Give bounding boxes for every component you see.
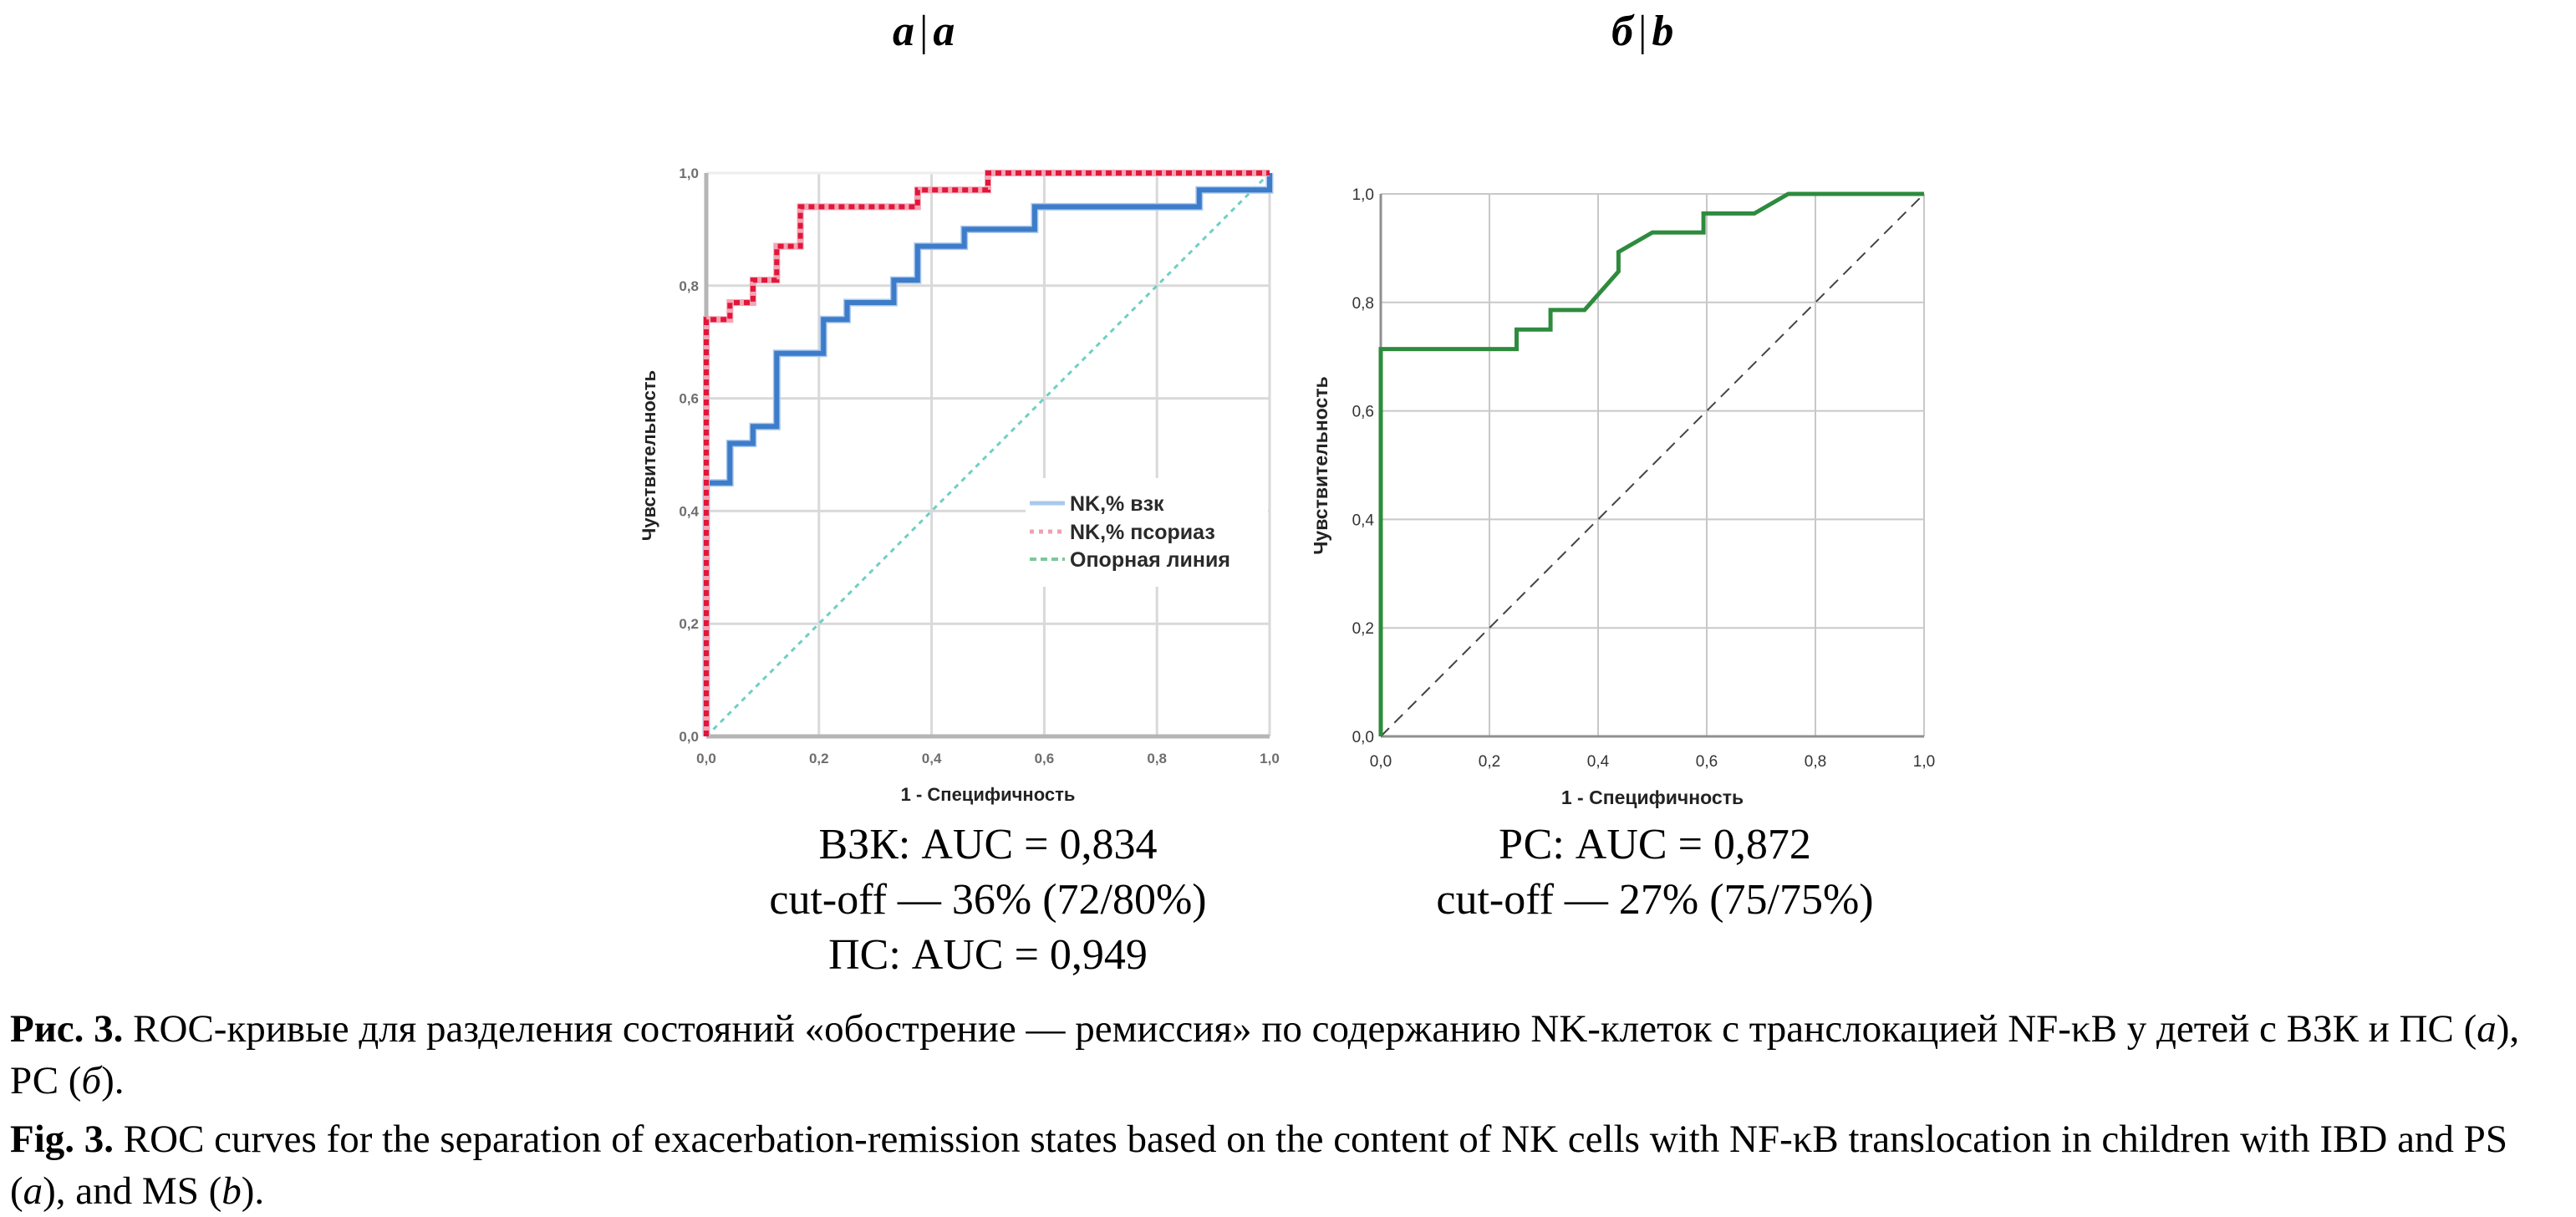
chart-a-series — [702, 170, 1274, 738]
chart-b-grid — [1379, 193, 1925, 738]
legend-background — [1026, 478, 1268, 587]
panel-title-a: а | a — [893, 7, 955, 56]
x-tick-label: 0,8 — [1147, 751, 1167, 766]
caption-ru-text-3: ). — [101, 1059, 125, 1102]
y-tick-label: 0,6 — [1352, 404, 1374, 421]
panel-title-b: б | b — [1611, 7, 1673, 56]
roc-chart-b: 0,0 0,2 0,4 0,6 0,8 1,0 0,0 0,2 0,4 0,6 0,8 1,0 1 -… — [1310, 186, 1936, 808]
stats-b-line-cutoff: cut-off — 27% (75/75%) — [1436, 876, 1874, 924]
caption-en-text-2: ), and MS ( — [43, 1169, 222, 1213]
panel-b-separator: | — [1637, 8, 1647, 55]
y-tick-label: 1,0 — [679, 165, 699, 181]
legend-label-psoriasis: NK,% псориаз — [1070, 521, 1215, 544]
roc-chart-a: NK,% взк NK,% псориаз Опорная линия 0,0 0… — [639, 165, 1280, 805]
y-tick-label: 1,0 — [1352, 186, 1374, 204]
x-tick-label: 1,0 — [1913, 753, 1935, 771]
x-tick-label: 0,0 — [1370, 753, 1392, 771]
stats-b-line-ms-auc: РС: AUC = 0,872 — [1499, 821, 1811, 868]
chart-a-xlabel: 1 - Специфичность — [901, 784, 1076, 805]
series-опорная-линия-line — [705, 171, 1271, 738]
caption-en-label: Fig. 3. — [10, 1118, 115, 1161]
x-tick-label: 0,6 — [1696, 753, 1718, 771]
x-tick-label: 1,0 — [1260, 751, 1280, 766]
chart-b-xlabel: 1 - Специфичность — [1561, 787, 1744, 808]
caption-en-text-3: ). — [241, 1169, 265, 1213]
x-tick-label: 0,4 — [922, 751, 942, 766]
chart-b-ylabel: Чувствительность — [1310, 376, 1331, 555]
panel-a-label-ru: а — [893, 8, 914, 55]
series-nk-взк-line — [704, 173, 1272, 736]
panel-a-separator: | — [919, 8, 929, 55]
stats-a-line-ibd-auc: ВЗК: AUC = 0,834 — [818, 821, 1158, 868]
series-reference-line — [1380, 193, 1925, 737]
caption-en-b: b — [221, 1169, 242, 1213]
caption-en-text-1: ROC curves for the separation of exacerb… — [10, 1118, 2507, 1213]
y-tick-label: 0,4 — [679, 503, 699, 519]
panel-b-label-ru: б — [1611, 8, 1633, 55]
chart-b-series — [1378, 191, 1925, 737]
y-tick-label: 0,0 — [1352, 729, 1374, 746]
caption-ru-text-2: ), РС ( — [10, 1007, 2520, 1102]
y-tick-label: 0,0 — [679, 729, 699, 745]
stats-a: ВЗК: AUC = 0,834 cut-off — 36% (72/80%) … — [695, 817, 1280, 983]
caption-en: Fig. 3. ROC curves for the separation of… — [10, 1113, 2573, 1217]
y-tick-label: 0,8 — [1352, 295, 1374, 313]
panel-b-label-en: b — [1652, 8, 1674, 55]
caption-ru-label: Рис. 3. — [10, 1007, 124, 1051]
panel-a-label-en: a — [933, 8, 955, 55]
stats-a-line-cutoff: cut-off — 36% (72/80%) — [769, 876, 1207, 924]
x-tick-label: 0,6 — [1035, 751, 1055, 766]
chart-a-ylabel: Чувствительность — [639, 370, 659, 541]
caption-ru-b: б — [81, 1059, 102, 1102]
y-tick-label: 0,4 — [1352, 512, 1375, 529]
chart-a-legend: NK,% взк NK,% псориаз Опорная линия — [1026, 478, 1268, 587]
series-рс-line — [1378, 191, 1924, 736]
y-tick-label: 0,2 — [679, 616, 699, 632]
series-nk-псориаз-line — [704, 171, 1270, 736]
caption-ru: Рис. 3. ROC-кривые для разделения состоя… — [10, 1003, 2573, 1107]
x-tick-label: 0,2 — [809, 751, 829, 766]
chart-b-ticks: 0,0 0,2 0,4 0,6 0,8 1,0 0,0 0,2 0,4 0,6 0,8 1,0 — [1352, 186, 1936, 771]
y-tick-label: 0,8 — [679, 278, 699, 294]
legend-label-ibd: NK,% взк — [1070, 492, 1164, 516]
x-tick-label: 0,2 — [1479, 753, 1500, 771]
caption-ru-a: а — [2477, 1007, 2497, 1051]
stats-a-line-ps-auc: ПС: AUC = 0,949 — [828, 931, 1148, 979]
caption-ru-text-1: ROC-кривые для разделения состояний «обо… — [123, 1007, 2477, 1051]
chart-a-ticks: 0,0 0,2 0,4 0,6 0,8 1,0 0,0 0,2 0,4 0,6 0,8 1,0 — [679, 165, 1279, 766]
y-tick-label: 0,6 — [679, 391, 699, 407]
legend-label-reference: Опорная линия — [1070, 548, 1230, 572]
x-tick-label: 0,8 — [1805, 753, 1826, 771]
stats-b: РС: AUC = 0,872 cut-off — 27% (75/75%) — [1371, 817, 1939, 928]
caption-en-a: a — [23, 1169, 43, 1213]
x-tick-label: 0,0 — [696, 751, 716, 766]
x-tick-label: 0,4 — [1587, 753, 1610, 771]
y-tick-label: 0,2 — [1352, 620, 1374, 638]
